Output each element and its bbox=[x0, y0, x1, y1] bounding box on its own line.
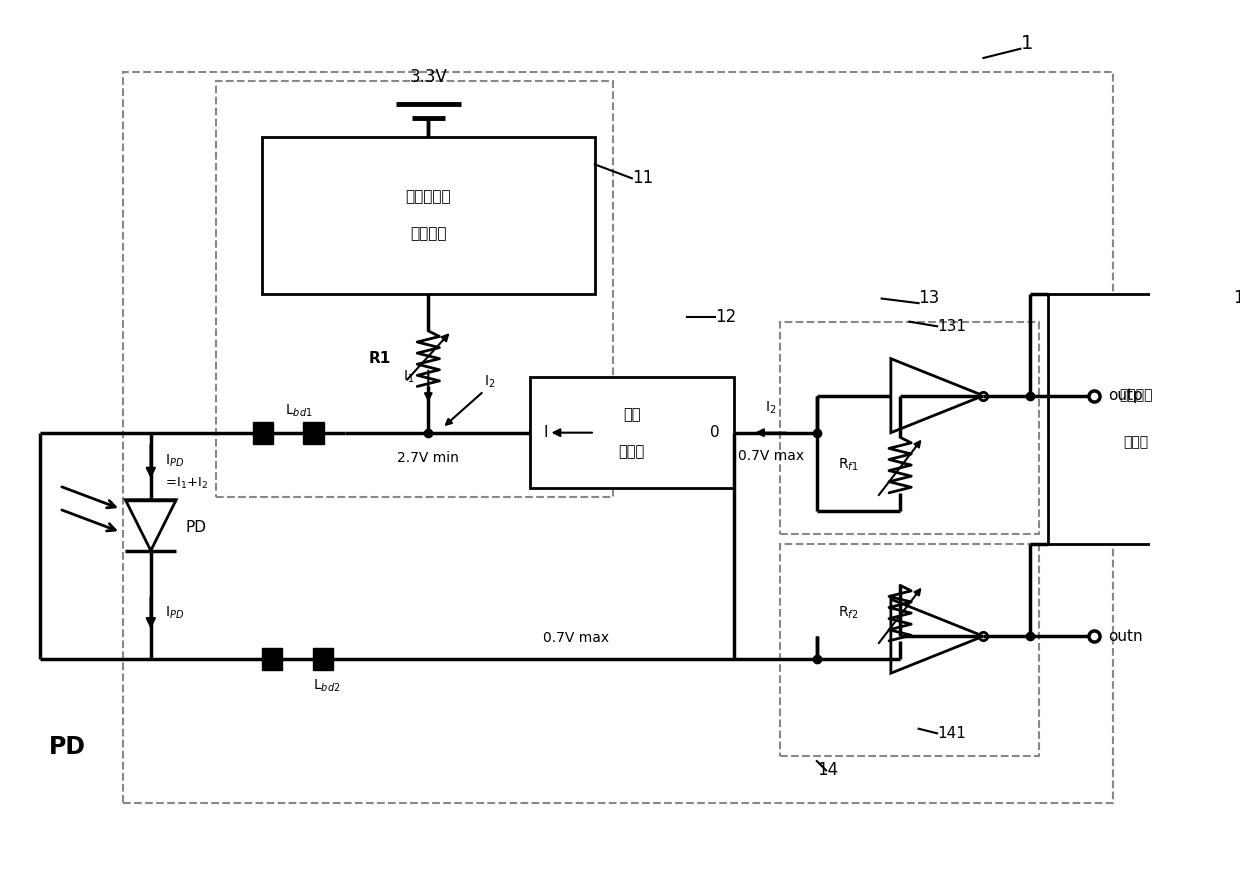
Text: 15: 15 bbox=[1233, 289, 1240, 307]
Bar bbox=[780, 321, 1039, 535]
Text: 度指示器: 度指示器 bbox=[410, 226, 446, 241]
Text: R1: R1 bbox=[370, 351, 392, 366]
Text: 0: 0 bbox=[711, 425, 719, 440]
Text: PD: PD bbox=[50, 735, 86, 760]
Text: 0.7V max: 0.7V max bbox=[738, 449, 804, 463]
Text: 13: 13 bbox=[919, 289, 940, 307]
Text: 14: 14 bbox=[817, 761, 838, 779]
Text: L$_{bd1}$: L$_{bd1}$ bbox=[285, 402, 312, 419]
Text: 电平: 电平 bbox=[622, 407, 641, 422]
Text: I$_1$: I$_1$ bbox=[403, 369, 414, 385]
Text: I: I bbox=[544, 425, 548, 440]
Bar bbox=[529, 377, 734, 488]
Bar bbox=[780, 544, 1039, 756]
Text: 12: 12 bbox=[715, 307, 737, 326]
Text: 0.7V max: 0.7V max bbox=[543, 631, 609, 645]
Text: I$_{PD}$: I$_{PD}$ bbox=[165, 452, 184, 469]
Text: 自动增益: 自动增益 bbox=[1120, 388, 1153, 402]
Bar bbox=[304, 422, 324, 444]
Text: 141: 141 bbox=[937, 726, 966, 741]
Text: I$_{PD}$: I$_{PD}$ bbox=[165, 604, 184, 621]
Text: outn: outn bbox=[1109, 629, 1143, 644]
Text: R$_{f1}$: R$_{f1}$ bbox=[838, 457, 858, 473]
Bar bbox=[253, 422, 273, 444]
Bar bbox=[216, 81, 614, 497]
Bar bbox=[312, 648, 334, 671]
Text: 转换器: 转换器 bbox=[619, 443, 645, 459]
Text: 3.3V: 3.3V bbox=[409, 68, 448, 85]
Text: L$_{bd2}$: L$_{bd2}$ bbox=[312, 678, 340, 694]
Text: 控制器: 控制器 bbox=[1123, 435, 1148, 449]
Text: 接收信号强: 接收信号强 bbox=[405, 189, 451, 205]
Text: outp: outp bbox=[1109, 388, 1143, 403]
Text: PD: PD bbox=[186, 520, 207, 535]
Text: =I$_1$+I$_2$: =I$_1$+I$_2$ bbox=[165, 476, 208, 491]
Bar bbox=[262, 648, 283, 671]
Text: R$_{f2}$: R$_{f2}$ bbox=[838, 604, 858, 621]
Text: 2.7V min: 2.7V min bbox=[397, 451, 459, 465]
Text: 1: 1 bbox=[1021, 34, 1033, 53]
Bar bbox=[262, 137, 595, 294]
Text: 131: 131 bbox=[937, 319, 966, 334]
Text: I$_2$: I$_2$ bbox=[484, 374, 495, 390]
Text: I$_2$: I$_2$ bbox=[765, 400, 776, 416]
Bar bbox=[123, 72, 1112, 803]
Text: 11: 11 bbox=[632, 169, 653, 187]
Bar bbox=[1048, 294, 1224, 544]
